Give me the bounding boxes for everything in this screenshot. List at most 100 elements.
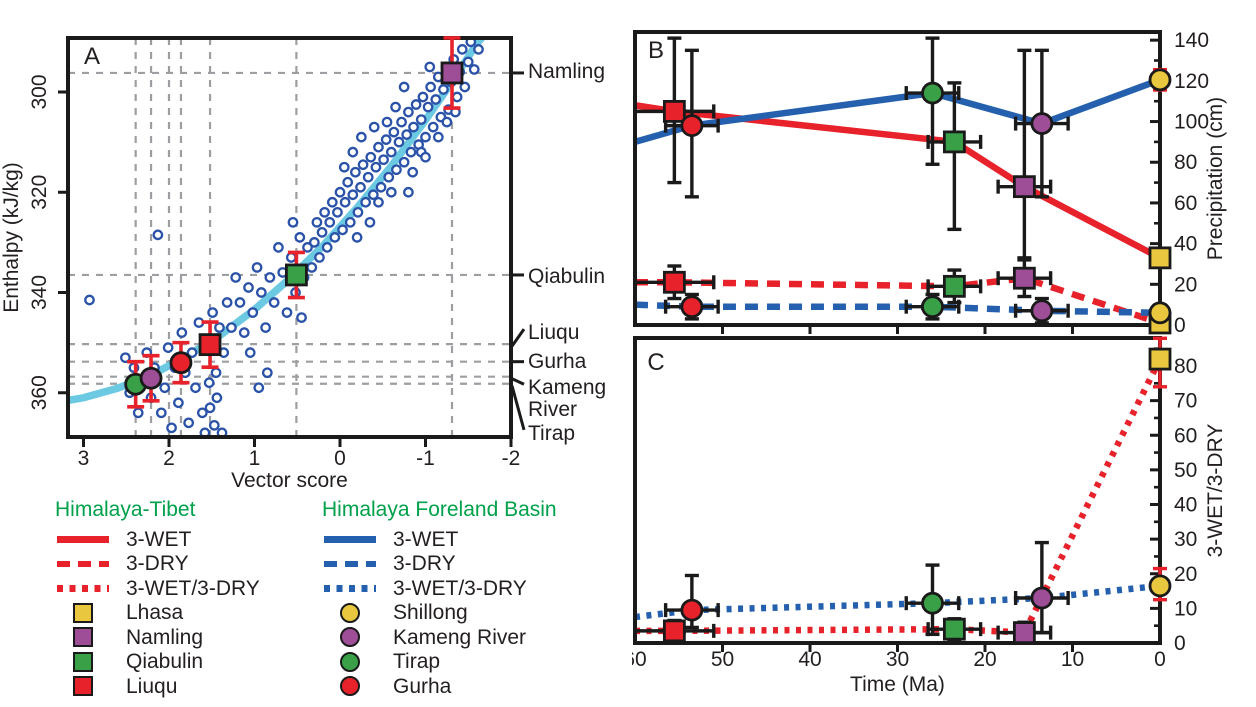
x-tick-label: 1 — [249, 447, 261, 470]
x-tick-label: 60 — [632, 648, 647, 671]
scatter-point — [338, 161, 350, 173]
site-marker-gurha — [169, 351, 193, 375]
data-marker-himalaya-foreland-basin-3-dry — [1148, 301, 1172, 325]
square-swatch — [55, 627, 111, 648]
scatter-point — [244, 347, 256, 358]
right-label-leader — [511, 377, 525, 386]
scatter-point — [468, 64, 480, 75]
scatter-point — [401, 129, 413, 140]
scatter-point — [438, 84, 449, 95]
y-tick-label: 0 — [1174, 314, 1186, 337]
legend-item-namling: Namling — [55, 625, 322, 650]
scatter-point — [264, 272, 276, 283]
scatter-point — [152, 229, 164, 241]
scatter-point — [424, 61, 436, 73]
scatter-point — [311, 216, 323, 228]
scatter-point — [316, 227, 328, 238]
right-label-qiabulin: Qiabulin — [528, 265, 605, 288]
line-solid-swatch-glyph-blue — [324, 536, 376, 543]
scatter-point — [332, 206, 343, 218]
scatter-point — [287, 216, 299, 228]
scatter-point — [211, 392, 223, 404]
scatter-point — [362, 171, 374, 183]
scatter-point — [373, 141, 384, 153]
scatter-point — [342, 176, 354, 188]
scatter-point — [427, 121, 439, 133]
y-tick-label: 80 — [1174, 151, 1197, 174]
scatter-point — [308, 237, 320, 248]
scatter-point — [365, 151, 377, 163]
scatter-point — [381, 116, 393, 128]
y-tick-label: 0 — [1174, 632, 1186, 655]
y-tick-label: 140 — [1174, 29, 1209, 52]
scatter-point — [221, 297, 233, 308]
scatter-point — [380, 134, 392, 145]
legend-label: 3-WET — [393, 527, 459, 551]
scatter-point — [344, 216, 356, 228]
scatter-point — [243, 282, 254, 293]
scatter-point — [260, 322, 271, 333]
y-tick-label: 40 — [1174, 233, 1197, 256]
y-tick-label: 360 — [28, 375, 51, 410]
scatter-point — [326, 196, 338, 208]
legend-label: 3-WET — [126, 527, 192, 551]
y-axis-title-c: 3-WET/3-DRY — [1204, 424, 1227, 558]
data-marker-himalaya-tibet-3-dry — [662, 270, 686, 294]
x-tick-label: 20 — [973, 648, 996, 671]
scatter-point — [324, 216, 336, 228]
data-marker-himalaya-tibet-3-wet-3-dry — [1148, 347, 1172, 371]
scatter-point — [398, 156, 410, 168]
scatter-point — [352, 206, 364, 218]
scatter-point — [460, 28, 468, 36]
scatter-point — [403, 106, 414, 118]
scatter-point — [207, 307, 218, 318]
line-dotted-swatch-glyph-blue — [324, 585, 376, 592]
data-marker-himalaya-tibet-3-wet — [1148, 246, 1172, 270]
scatter-point — [420, 151, 431, 163]
legend-label: Shillong — [393, 601, 468, 625]
scatter-point — [273, 242, 284, 253]
scatter-point — [410, 99, 422, 110]
scatter-point — [378, 154, 389, 166]
x-axis-title: Vector score — [231, 469, 348, 492]
scatter-point — [261, 367, 273, 379]
scatter-point — [216, 427, 228, 437]
legend-label: 3-WET/3-DRY — [393, 576, 527, 600]
legend-item-gurha: Gurha — [322, 674, 557, 699]
legend-item-3-wet-3-dry: 3-WET/3-DRY — [55, 576, 322, 601]
legend-label: 3-WET/3-DRY — [126, 576, 260, 600]
line-dotted-swatch-glyph-red — [57, 585, 109, 592]
circle-swatch-glyph-yellow — [340, 602, 360, 623]
scatter-point — [451, 91, 463, 103]
scatter-point — [251, 262, 263, 273]
right-label-tirap: Tirap — [528, 422, 575, 445]
legend-item-3-dry: 3-DRY — [322, 552, 557, 577]
y-axis-title-b: Precipitation (cm) — [1204, 97, 1227, 260]
scatter-point — [120, 352, 131, 364]
scatter-point — [296, 312, 307, 323]
data-marker-himalaya-tibet-3-wet-3-dry — [1012, 621, 1036, 645]
scatter-point — [347, 189, 359, 201]
right-label-river: River — [528, 398, 577, 421]
data-marker-himalaya-foreland-basin-3-dry — [1030, 299, 1054, 323]
line-dashed-swatch-glyph-red — [57, 560, 109, 567]
panel-a-letter: A — [84, 43, 100, 70]
scatter-point — [337, 224, 348, 236]
scatter-point — [388, 126, 400, 138]
data-marker-himalaya-tibet-3-dry — [942, 274, 966, 298]
scatter-point — [294, 232, 306, 243]
scatter-point — [234, 297, 246, 308]
square-swatch — [55, 602, 111, 623]
x-tick-label: 40 — [798, 648, 821, 671]
scatter-point — [391, 164, 402, 176]
legend-label: Kameng River — [393, 625, 527, 649]
legend-header-himalaya-tibet: Himalaya-Tibet — [55, 498, 196, 521]
scatter-point — [306, 262, 318, 273]
scatter-point — [247, 307, 259, 318]
panel-c-plot-area — [635, 357, 1160, 636]
scatter-point — [373, 196, 384, 208]
scatter-point — [422, 101, 434, 113]
scatter-point — [473, 44, 484, 55]
legend-item-qiabulin: Qiabulin — [55, 650, 322, 675]
